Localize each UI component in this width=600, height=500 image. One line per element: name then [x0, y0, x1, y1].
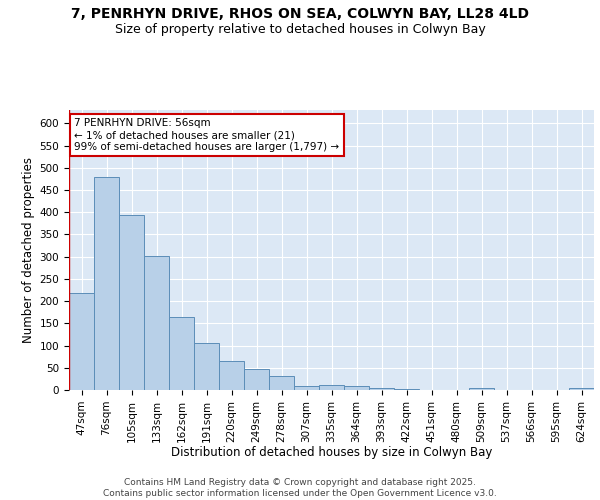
Bar [269, 376, 294, 390]
Bar [169, 316, 194, 390]
Bar [94, 176, 119, 390]
Bar [394, 389, 419, 390]
Bar [144, 256, 169, 390]
Bar [569, 388, 594, 390]
Bar [344, 386, 369, 390]
Bar [219, 361, 244, 390]
Bar [194, 343, 219, 390]
Y-axis label: Number of detached properties: Number of detached properties [22, 157, 35, 343]
Text: Size of property relative to detached houses in Colwyn Bay: Size of property relative to detached ho… [115, 22, 485, 36]
Bar [319, 385, 344, 390]
X-axis label: Distribution of detached houses by size in Colwyn Bay: Distribution of detached houses by size … [171, 446, 492, 459]
Bar [294, 386, 319, 390]
Bar [244, 369, 269, 390]
Bar [69, 293, 94, 390]
Text: Contains HM Land Registry data © Crown copyright and database right 2025.
Contai: Contains HM Land Registry data © Crown c… [103, 478, 497, 498]
Text: 7, PENRHYN DRIVE, RHOS ON SEA, COLWYN BAY, LL28 4LD: 7, PENRHYN DRIVE, RHOS ON SEA, COLWYN BA… [71, 8, 529, 22]
Text: 7 PENRHYN DRIVE: 56sqm
← 1% of detached houses are smaller (21)
99% of semi-deta: 7 PENRHYN DRIVE: 56sqm ← 1% of detached … [74, 118, 340, 152]
Bar [369, 388, 394, 390]
Bar [469, 388, 494, 390]
Bar [119, 216, 144, 390]
